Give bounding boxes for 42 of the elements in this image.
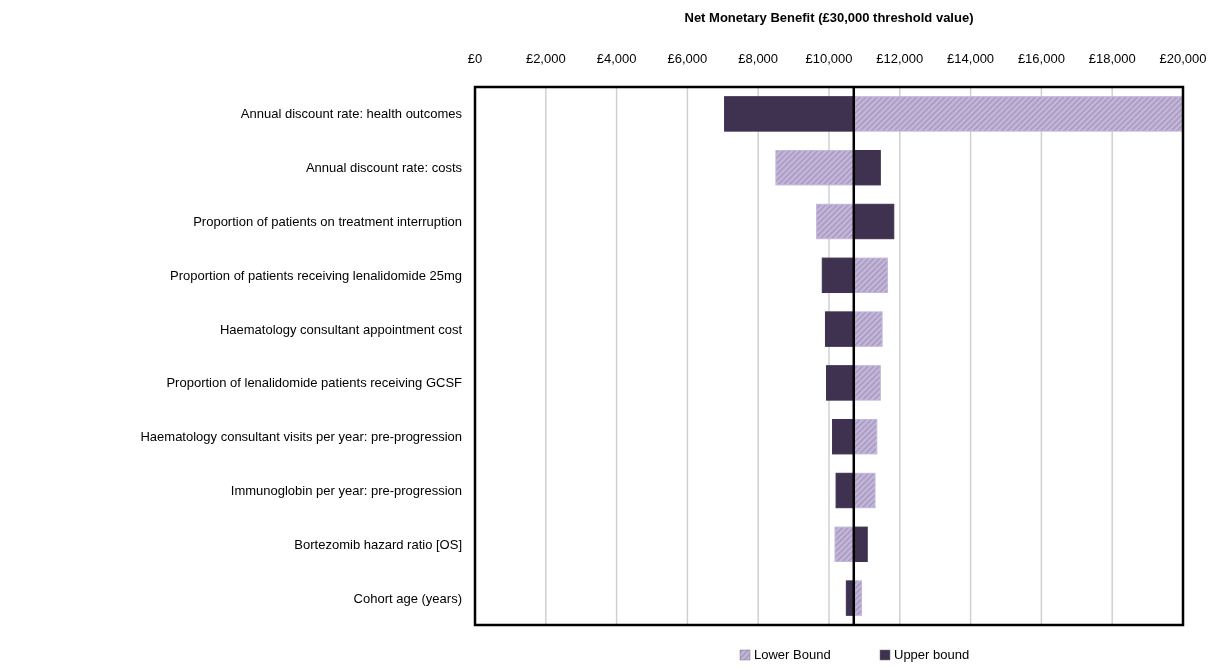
bar <box>853 365 881 401</box>
y-tick-label: Immunoglobin per year: pre-progression <box>230 483 462 499</box>
bar <box>853 418 878 455</box>
bar <box>775 149 855 186</box>
y-tick-label: Haematology consultant visits per year: pre-progression <box>140 429 462 445</box>
bar <box>853 257 888 294</box>
bar <box>824 311 855 347</box>
x-tick-label: £8,000 <box>738 51 779 66</box>
bar <box>853 311 883 347</box>
y-tick-label: Proportion of lenalidomide patients receiving GCSF <box>166 375 463 391</box>
x-tick-label: £16,000 <box>1017 51 1065 66</box>
legend-label: Lower Bound <box>754 647 831 662</box>
bar <box>853 526 868 563</box>
bar <box>834 526 855 563</box>
bar <box>853 96 1184 132</box>
bar <box>816 203 855 240</box>
x-tick-label: £18,000 <box>1088 51 1136 66</box>
y-tick-label: Proportion of patients on treatment interruption <box>193 214 462 230</box>
bar <box>835 472 855 509</box>
y-tick-label: Annual discount rate: health outcomes <box>240 106 463 122</box>
x-tick-label: £12,000 <box>876 51 924 66</box>
bar <box>853 149 881 186</box>
x-tick-label: £20,000 <box>1159 51 1207 66</box>
chart-title: Net Monetary Benefit (£30,000 threshold value) <box>684 10 974 25</box>
x-tick-label: £0 <box>467 51 483 66</box>
y-tick-label: Cohort age (years) <box>353 590 462 606</box>
bar <box>724 96 855 132</box>
x-tick-label: £6,000 <box>667 51 708 66</box>
x-tick-label: £10,000 <box>805 51 853 66</box>
bar <box>832 418 855 455</box>
y-tick-label: Bortezomib hazard ratio [OS] <box>294 536 462 552</box>
legend-label: Upper bound <box>894 647 970 662</box>
y-tick-label: Proportion of patients receiving lenalidomide 25mg <box>170 267 462 283</box>
y-tick-label: Haematology consultant appointment cost <box>219 321 463 337</box>
x-tick-label: £4,000 <box>596 51 637 66</box>
bar <box>853 472 876 509</box>
bar <box>826 365 855 401</box>
x-tick-label: £2,000 <box>525 51 566 66</box>
x-tick-label: £14,000 <box>947 51 995 66</box>
bar <box>853 203 895 240</box>
y-tick-label: Annual discount rate: costs <box>305 160 463 176</box>
bar <box>821 257 855 294</box>
